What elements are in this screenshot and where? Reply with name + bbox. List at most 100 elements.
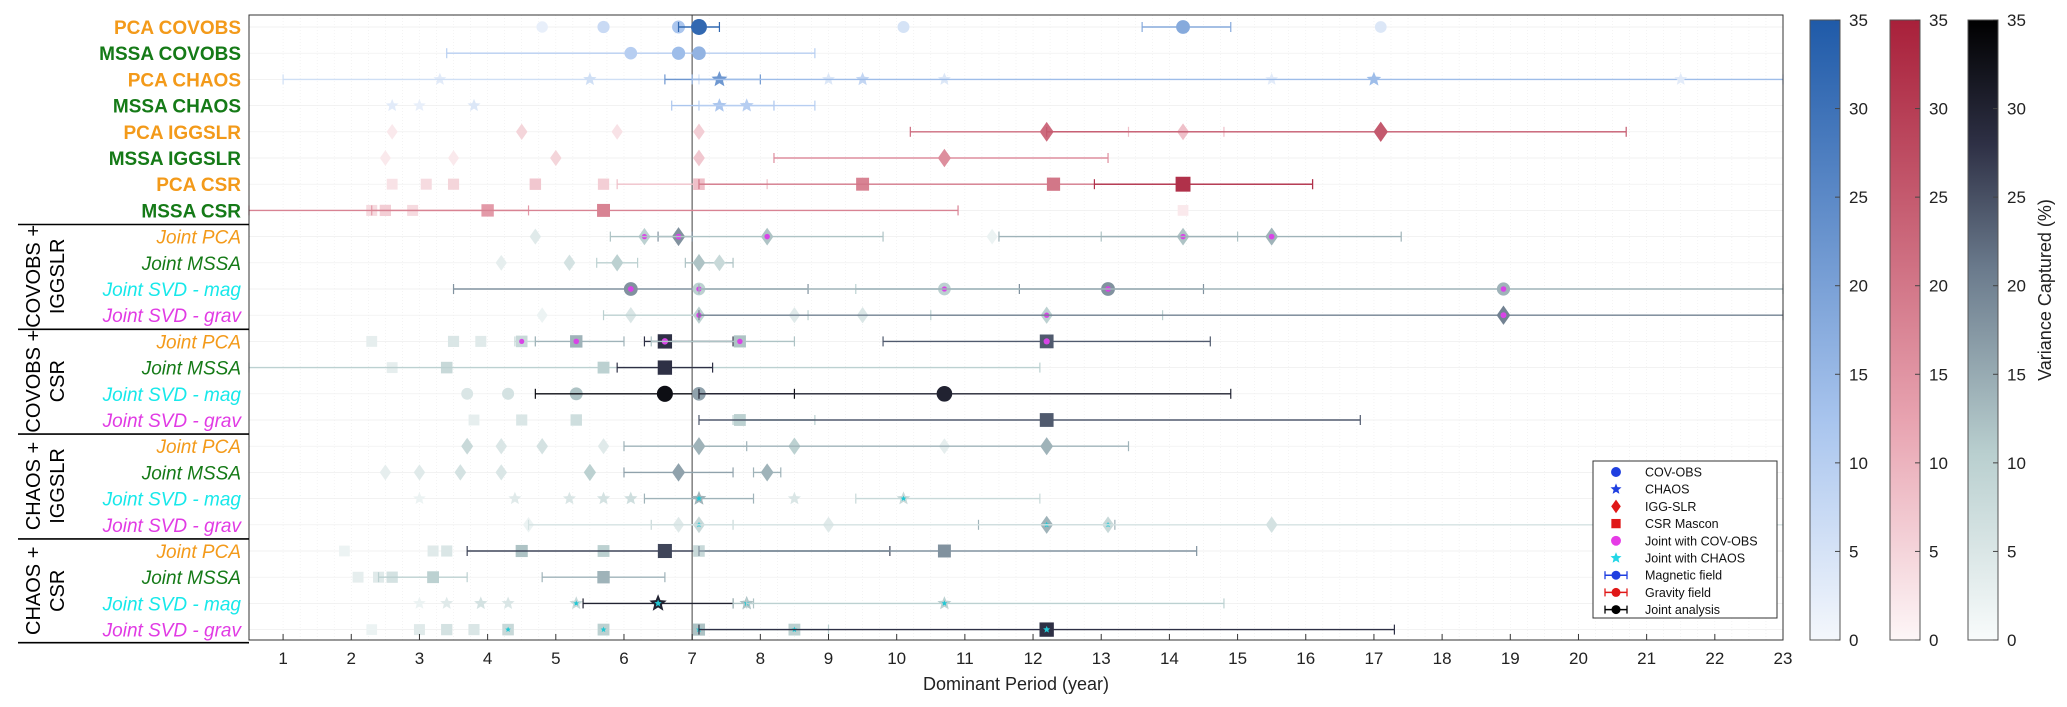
colorbar-tick-label: 25 [1849,188,1868,207]
data-point [739,98,754,112]
x-tick-label: 22 [1705,649,1724,668]
data-point [1373,121,1388,142]
data-point-overlay [737,338,743,345]
row-label: Joint MSSA [141,254,241,275]
data-point [760,463,774,482]
data-point [420,178,432,190]
data-point [413,624,425,636]
data-point [611,254,624,272]
row-label: PCA IGGSLR [123,123,241,144]
data-point [936,385,953,402]
data-point [508,491,522,505]
colorbar-tick-label: 30 [1849,100,1868,119]
data-point-overlay [573,338,580,345]
colorbar-tick-label: 10 [2007,454,2026,473]
legend-marker [1611,605,1621,615]
data-point [379,464,391,481]
legend-label: Gravity field [1645,586,1711,600]
row-label: MSSA IGGSLR [109,149,242,170]
colorbar-tick-label: 35 [1929,11,1948,30]
legend-entry: IGG-SLR [1611,499,1696,514]
x-tick-label: 1 [278,649,287,668]
data-point [386,178,398,190]
legend-entry: CSR Mascon [1611,517,1719,531]
colorbar-tick-label: 10 [1849,454,1868,473]
data-point-overlay [1268,233,1275,240]
series-row [461,437,1130,456]
row-label: Joint PCA [156,228,241,249]
data-point [597,438,610,455]
series-row [522,515,1784,534]
data-point [570,414,582,426]
data-point [495,438,508,455]
data-point-overlay [695,495,702,502]
data-point [986,228,998,245]
colorbar-joint: 0 5 10 15 20 25 30 35 [1967,11,2026,650]
data-point [596,491,611,505]
group-label: CHAOS + IGGSLR [23,442,69,530]
row-label: Joint MSSA [141,463,241,484]
data-point [897,21,910,33]
plot-frame [248,14,1784,641]
row-label: Joint SVD - grav [102,306,243,327]
data-point [597,20,610,34]
row-labels: PCA COVOBS MSSA COVOBS PCA CHAOS MSSA CHAOS… [99,18,242,642]
data-point [366,624,378,635]
x-tick-label: 14 [1160,649,1179,668]
group-label-line: CSR [47,570,69,612]
colorbar-grav: 0 5 10 15 20 25 30 35 [1889,11,1948,650]
row-label: Joint PCA [156,332,241,353]
data-point [366,335,378,347]
group-label-line: CHAOS + [23,547,45,635]
row-label: Joint SVD - mag [102,490,242,511]
legend-marker [1611,518,1621,529]
data-point [529,178,542,190]
data-point [413,491,426,504]
data-point [692,253,706,272]
data-point [447,150,460,166]
x-tick-label: 2 [347,649,356,668]
colorbar-gradient [1889,19,1921,641]
series-row [529,227,1402,247]
colorbar-tick-label: 5 [1849,542,1858,561]
series-row [352,571,666,584]
data-point [441,545,453,557]
x-tick-label: 23 [1774,649,1793,668]
data-point [468,624,480,636]
colorbar-tick-label: 30 [2007,100,2026,119]
data-point [475,335,487,347]
series-row [379,148,1109,168]
x-tick-label: 19 [1501,649,1520,668]
data-point [386,123,398,140]
data-point [536,21,548,33]
data-point-overlay [764,233,770,240]
legend-label: CSR Mascon [1645,517,1719,531]
series-row [366,334,1211,349]
data-point [339,545,350,557]
data-point [501,596,515,609]
data-point [692,46,706,60]
legend-entry: Joint with COV-OBS [1611,534,1758,548]
legend-entry: Joint analysis [1604,603,1720,617]
colorbar-tick-label: 20 [1849,277,1868,296]
row-label: Joint PCA [156,437,241,458]
legend-label: Joint analysis [1645,603,1720,617]
data-point [454,464,467,481]
colorbar-tick-label: 25 [1929,188,1948,207]
data-point [461,387,474,400]
data-point [440,596,454,609]
data-point [597,571,610,584]
colorbar-tick-label: 0 [1929,631,1938,650]
row-label: Joint MSSA [141,568,241,589]
data-marks [248,19,1784,637]
data-point [1046,177,1061,191]
colorbar-tick-label: 25 [2007,188,2026,207]
data-point [1366,71,1382,86]
series-row [413,490,1041,505]
data-point [693,123,705,141]
legend-marker [1611,535,1621,546]
legend-label: IGG-SLR [1645,500,1696,514]
data-point [855,72,870,86]
x-tick-label: 15 [1228,649,1247,668]
